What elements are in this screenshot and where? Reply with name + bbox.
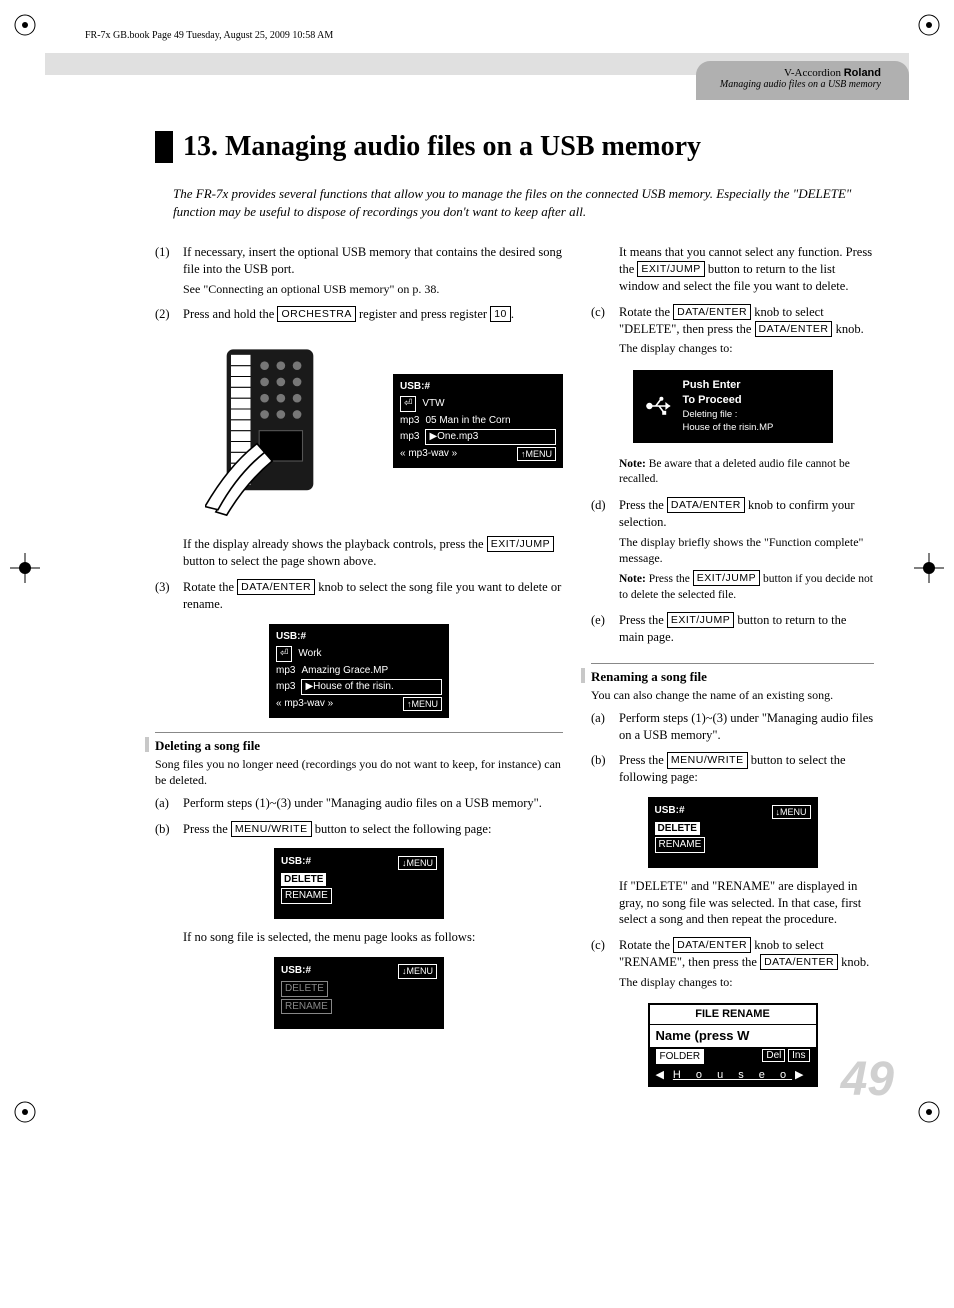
step-number: (2) [155,306,183,326]
menu-write-label: MENU/WRITE [667,752,748,768]
lcd-screen-menu-rename: USB:#↓MENU DELETE RENAME [648,797,818,868]
note-text: Note: Be aware that a deleted audio file… [619,457,874,488]
lcd-screen-menu-active: USB:#↓MENU DELETE RENAME [274,848,444,919]
step-text: Press the DATA/ENTER knob to confirm you… [619,497,874,531]
step-text: Rotate the DATA/ENTER knob to select the… [183,579,563,613]
lcd-screen-menu-disabled: USB:#↓MENU DELETE RENAME [274,957,444,1030]
step-number: (b) [155,821,183,841]
step-number: (e) [591,612,619,649]
caption-text: If no song file is selected, the menu pa… [183,929,563,946]
renaming-desc: You can also change the name of an exist… [591,687,874,703]
step-text: Press the MENU/WRITE button to select th… [619,752,874,786]
right-column: It means that you cannot select any func… [591,244,874,1097]
lcd-screen-file-rename: FILE RENAME Name (press W FOLDER Del Ins… [648,1003,818,1087]
step-text: Press the EXIT/JUMP button to return to … [619,612,874,646]
brand-right: Roland [844,67,881,79]
step-text: Press the MENU/WRITE button to select th… [183,821,563,838]
step-subtext: The display changes to: [619,340,874,356]
step-number: (1) [155,244,183,300]
menu-write-label: MENU/WRITE [231,821,312,837]
crop-mark-icon [914,1097,944,1127]
step-text: Perform steps (1)~(3) under "Managing au… [619,710,874,744]
step-subtext: The display changes to: [619,974,874,990]
register-10-label: 10 [490,306,511,322]
orchestra-label: ORCHESTRA [277,306,355,322]
crop-mark-icon [10,1097,40,1127]
step-text: Rotate the DATA/ENTER knob to select "RE… [619,937,874,971]
step-number: (c) [591,937,619,993]
data-enter-label: DATA/ENTER [237,579,315,595]
data-enter-label: DATA/ENTER [673,304,751,320]
step-number: (3) [155,579,183,616]
step-number: (a) [155,795,183,815]
usb-icon [643,390,675,422]
exit-jump-label: EXIT/JUMP [487,536,554,552]
data-enter-label: DATA/ENTER [673,937,751,953]
chapter-title-text: Managing audio files on a USB memory [225,131,701,162]
crop-mark-icon [914,10,944,40]
step-subtext: See "Connecting an optional USB memory" … [183,281,563,297]
exit-jump-label: EXIT/JUMP [693,570,760,586]
deleting-desc: Song files you no longer need (recording… [155,756,563,788]
step-number: (b) [591,752,619,789]
data-enter-label: DATA/ENTER [667,497,745,513]
accordion-illustration [155,344,385,522]
chapter-heading: 13. Managing audio files on a USB memory [155,131,874,163]
renaming-heading: Renaming a song file [591,663,874,686]
lcd-screen-usb-list-2: USB:# ⏎Work mp3Amazing Grace.MP mp3▶Hous… [269,624,449,718]
lcd-screen-usb-list-1: USB:# ⏎VTW mp305 Man in the Corn mp3▶One… [393,374,563,468]
exit-jump-label: EXIT/JUMP [667,612,734,628]
crop-mark-icon [914,553,944,583]
left-column: (1) If necessary, insert the optional US… [155,244,563,1097]
page-number: 49 [841,1052,894,1107]
running-title: Managing audio files on a USB memory [720,79,881,90]
crop-mark-icon [10,10,40,40]
exit-jump-label: EXIT/JUMP [637,261,704,277]
step-text: Press and hold the ORCHESTRA register an… [183,306,563,323]
step-text: Rotate the DATA/ENTER knob to select "DE… [619,304,874,338]
book-meta-line: FR-7x GB.book Page 49 Tuesday, August 25… [85,30,954,41]
step-number: (a) [591,710,619,747]
step-number: (d) [591,497,619,606]
deleting-heading: Deleting a song file [155,732,563,755]
data-enter-label: DATA/ENTER [760,954,838,970]
header-tab: V-Accordion Roland Managing audio files … [696,61,909,100]
data-enter-label: DATA/ENTER [755,321,833,337]
lcd-screen-push-enter: Push EnterTo Proceed Deleting file :Hous… [633,370,833,443]
step-text: Perform steps (1)~(3) under "Managing au… [183,795,563,812]
chapter-number: 13. [183,131,218,162]
caption-text: If the display already shows the playbac… [183,536,563,570]
crop-mark-icon [10,553,40,583]
caption-text: If "DELETE" and "RENAME" are displayed i… [619,878,874,929]
brand-left: V-Accordion [784,67,841,79]
step-text: If necessary, insert the optional USB me… [183,244,563,278]
note-text: Note: Press the EXIT/JUMP button if you … [619,570,874,603]
step-number: (c) [591,304,619,360]
intro-paragraph: The FR-7x provides several functions tha… [173,185,862,220]
step-subtext: The display briefly shows the "Function … [619,534,874,566]
page-header: V-Accordion Roland Managing audio files … [45,53,909,101]
step-text: It means that you cannot select any func… [619,244,874,295]
